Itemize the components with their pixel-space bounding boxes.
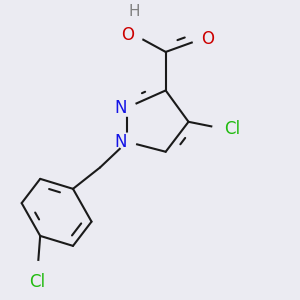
Text: Cl: Cl xyxy=(224,120,240,138)
Circle shape xyxy=(213,118,236,140)
Text: Cl: Cl xyxy=(29,273,45,291)
Circle shape xyxy=(118,99,136,116)
Circle shape xyxy=(193,31,210,48)
Text: N: N xyxy=(115,133,127,151)
Text: N: N xyxy=(115,99,127,117)
Circle shape xyxy=(118,133,136,150)
Circle shape xyxy=(26,262,49,284)
Circle shape xyxy=(127,12,141,26)
Circle shape xyxy=(126,26,143,44)
Text: O: O xyxy=(201,30,214,48)
Text: H: H xyxy=(129,4,140,19)
Text: O: O xyxy=(121,26,134,44)
